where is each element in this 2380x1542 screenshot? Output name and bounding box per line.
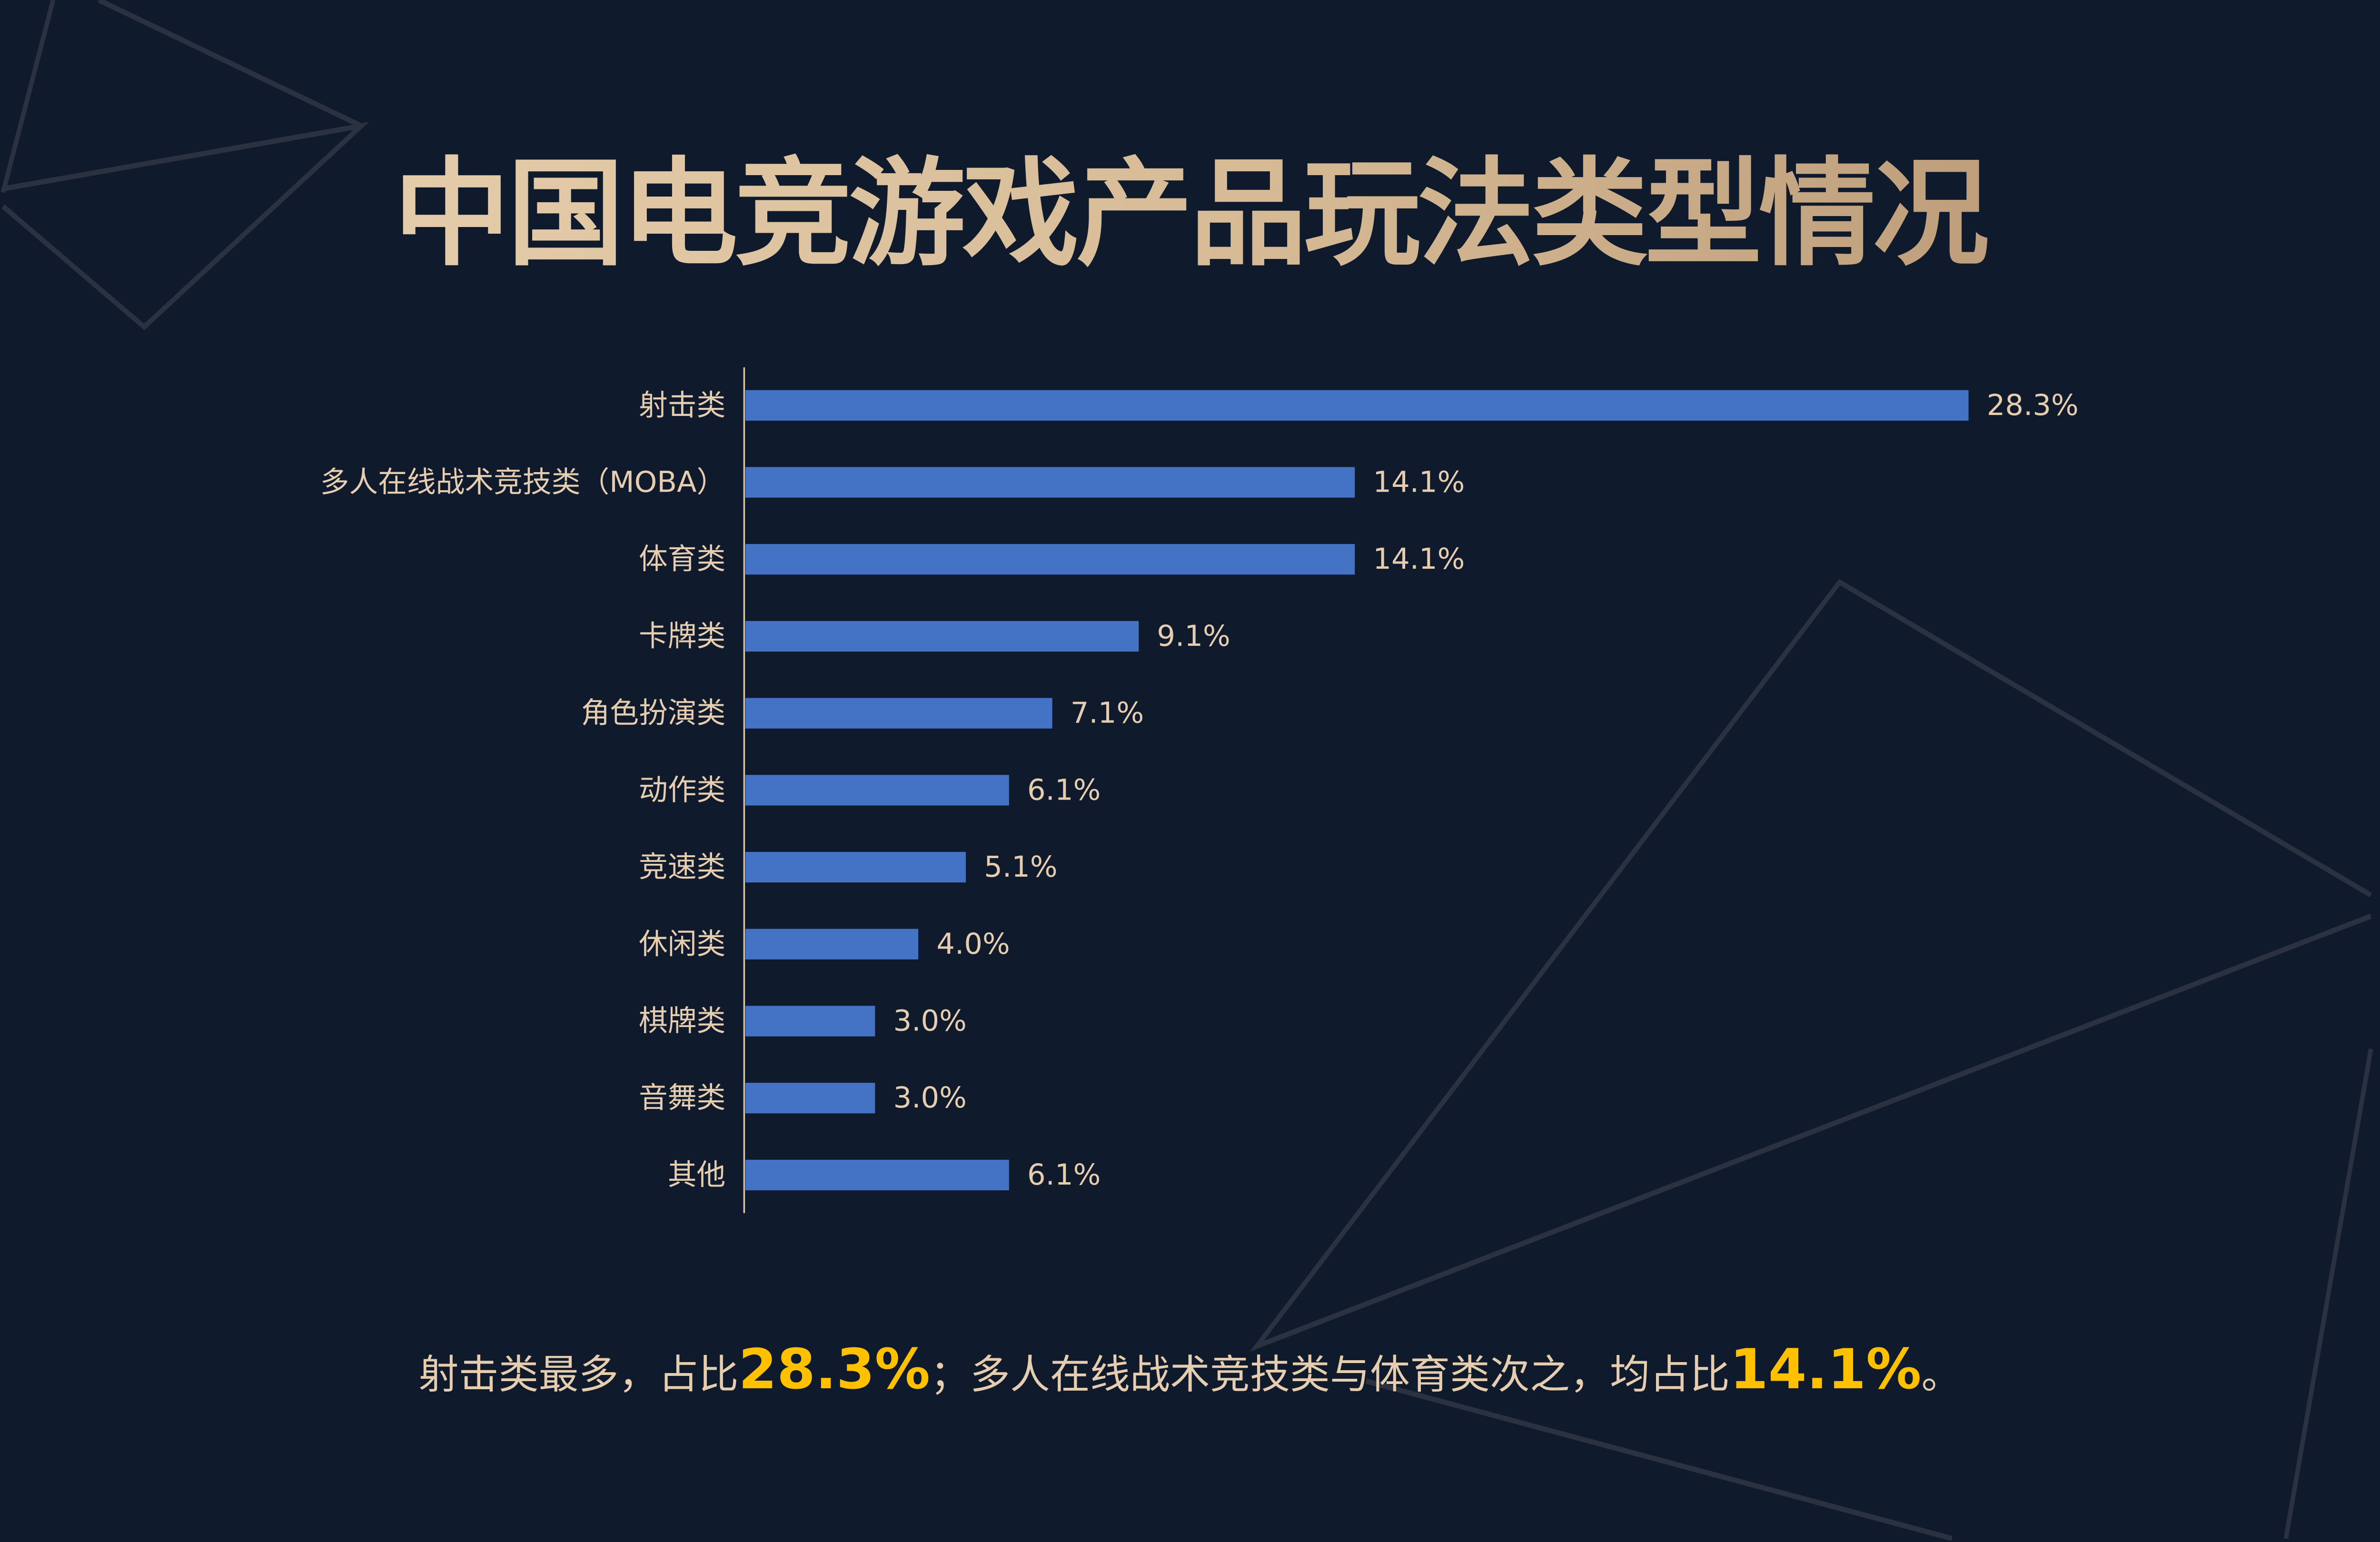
category-label: 动作类 <box>639 773 725 807</box>
category-label: 体育类 <box>639 543 725 576</box>
bar <box>745 544 1355 575</box>
data-label: 4.0% <box>936 928 1010 961</box>
bar <box>745 621 1139 652</box>
data-label: 3.0% <box>893 1081 967 1115</box>
bar <box>745 929 919 959</box>
category-label: 休闲类 <box>639 928 725 961</box>
summary-part-1: 射击类最多，占比 <box>418 1351 739 1398</box>
data-label: 5.1% <box>984 850 1057 884</box>
category-label: 角色扮演类 <box>581 697 726 730</box>
data-label: 28.3% <box>1987 389 2079 422</box>
data-label: 9.1% <box>1157 620 1230 653</box>
data-label: 6.1% <box>1027 773 1101 807</box>
category-label: 射击类 <box>639 389 725 422</box>
summary-text: 射击类最多，占比28.3%；多人在线战术竞技类与体育类次之，均占比14.1%。 <box>95 1337 2285 1402</box>
bar <box>745 775 1009 806</box>
page-title: 中国电竞游戏产品玩法类型情况 <box>0 119 2380 288</box>
bar <box>745 698 1052 729</box>
data-label: 14.1% <box>1373 543 1465 576</box>
data-label: 14.1% <box>1373 465 1465 499</box>
category-label: 卡牌类 <box>639 620 725 653</box>
bar <box>745 851 966 883</box>
bar <box>745 467 1355 498</box>
data-label: 6.1% <box>1027 1158 1101 1192</box>
category-label: 音舞类 <box>639 1081 725 1115</box>
bar <box>745 1006 875 1037</box>
bar <box>745 1083 875 1114</box>
category-label: 其他 <box>668 1158 726 1192</box>
summary-part-2: ；多人在线战术竞技类与体育类次之，均占比 <box>930 1351 1730 1398</box>
data-label: 3.0% <box>893 1005 967 1038</box>
category-label: 多人在线战术竞技类（MOBA） <box>320 465 726 499</box>
category-label: 竞速类 <box>639 850 725 884</box>
bar <box>745 390 1969 421</box>
data-label: 7.1% <box>1071 697 1144 730</box>
summary-part-3: 。 <box>1921 1351 1962 1398</box>
bar <box>745 1159 1009 1191</box>
summary-highlight-2: 14.1% <box>1730 1337 1922 1402</box>
summary-highlight-1: 28.3% <box>738 1337 930 1402</box>
category-label: 棋牌类 <box>639 1005 725 1038</box>
